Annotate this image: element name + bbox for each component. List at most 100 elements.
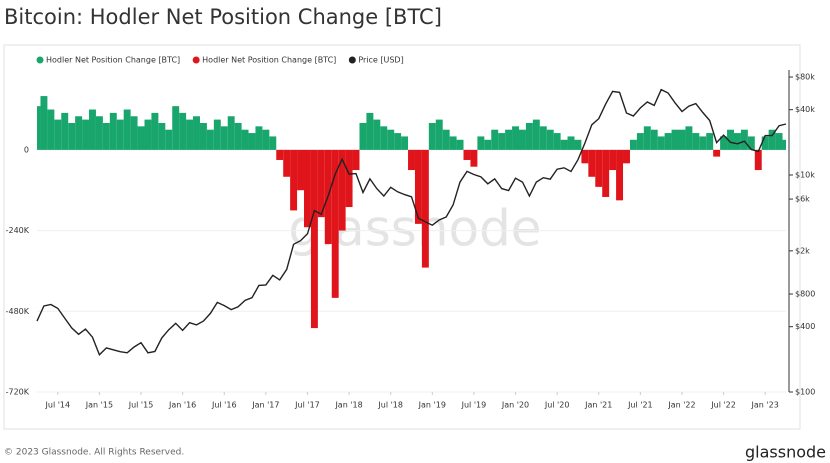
bar <box>581 149 589 164</box>
y2-tick-label: $80k <box>795 73 815 82</box>
bar <box>75 116 83 150</box>
bar <box>650 129 658 150</box>
bar <box>664 133 672 150</box>
bar <box>394 133 402 150</box>
bar <box>40 96 48 150</box>
bar <box>685 126 693 150</box>
bar <box>595 149 603 187</box>
logo: glassnode <box>745 443 826 462</box>
bar <box>629 139 637 150</box>
bar <box>740 129 748 150</box>
legend-marker <box>192 56 200 64</box>
bar <box>699 136 707 150</box>
x-tick-label: Jan '22 <box>667 401 695 410</box>
bar <box>193 116 200 150</box>
y2-tick-label: $800 <box>795 290 815 299</box>
bar <box>588 149 596 177</box>
bar <box>297 149 305 191</box>
y-tick-label: -240K <box>6 226 30 235</box>
x-tick-label: Jan '16 <box>168 401 196 410</box>
bar <box>144 119 152 150</box>
bar <box>123 109 131 150</box>
bar <box>269 136 277 150</box>
bar <box>720 136 728 150</box>
bar <box>477 136 485 150</box>
bar <box>636 133 644 150</box>
bar <box>68 122 76 150</box>
bar <box>553 133 561 150</box>
bar <box>733 133 741 150</box>
x-tick-label: Jan '19 <box>418 401 446 410</box>
bar <box>408 149 415 171</box>
bar <box>109 112 117 150</box>
bar <box>137 126 145 150</box>
bar <box>706 133 714 150</box>
legend-marker <box>348 56 356 64</box>
legend-label: Hodler Net Position Change [BTC] <box>46 56 180 65</box>
legend-marker <box>36 56 44 64</box>
x-tick-label: Jul '16 <box>211 401 237 410</box>
bar <box>61 112 69 150</box>
bar <box>532 119 540 150</box>
bar <box>782 139 786 150</box>
bar <box>373 119 381 150</box>
bar <box>366 112 374 150</box>
bar <box>283 149 291 177</box>
y2-tick-label: $40k <box>795 105 815 114</box>
chart-frame <box>3 44 801 430</box>
bar <box>37 106 41 150</box>
x-tick-label: Jul '17 <box>294 401 320 410</box>
bar <box>151 112 159 150</box>
bar <box>713 149 721 157</box>
x-tick-label: Jul '20 <box>544 401 570 410</box>
bar <box>130 116 138 150</box>
bar <box>89 109 96 150</box>
bar <box>241 129 249 150</box>
x-tick-label: Jul '21 <box>627 401 653 410</box>
x-tick-label: Jan '23 <box>751 401 779 410</box>
bar <box>435 119 443 150</box>
bar <box>546 129 554 150</box>
x-tick-label: Jul '14 <box>45 401 71 410</box>
bar <box>387 129 395 150</box>
bar <box>768 129 776 150</box>
y-tick-label: 0 <box>24 145 29 154</box>
bar <box>761 136 769 150</box>
y-tick-label: -720K <box>6 388 30 397</box>
bar <box>512 126 519 150</box>
bar <box>82 119 90 150</box>
bar <box>602 149 610 197</box>
bar <box>623 149 630 164</box>
bar <box>574 139 582 150</box>
bar <box>54 119 62 150</box>
bar <box>380 126 388 150</box>
x-tick-label: Jan '17 <box>251 401 279 410</box>
bar <box>678 129 686 150</box>
bar <box>186 119 194 150</box>
bar <box>234 122 242 150</box>
bar <box>165 129 173 150</box>
bar <box>518 129 526 150</box>
x-tick-label: Jan '20 <box>501 401 529 410</box>
bar <box>505 129 513 150</box>
x-tick-label: Jan '21 <box>584 401 612 410</box>
bar <box>643 126 651 150</box>
y2-tick-label: $100 <box>795 388 815 397</box>
bar <box>262 129 270 150</box>
bar <box>220 126 228 150</box>
bar <box>671 129 679 150</box>
bar <box>539 126 547 150</box>
bar <box>463 149 471 160</box>
bar <box>449 136 457 150</box>
price-line <box>36 88 787 357</box>
bar <box>199 122 207 150</box>
y-tick-label: -480K <box>6 307 30 316</box>
bar <box>491 129 499 150</box>
bar <box>560 139 568 150</box>
y2-tick-label: $400 <box>795 322 815 331</box>
bar <box>747 136 755 150</box>
bar <box>567 136 575 150</box>
bar <box>304 149 311 228</box>
bar <box>172 106 180 150</box>
